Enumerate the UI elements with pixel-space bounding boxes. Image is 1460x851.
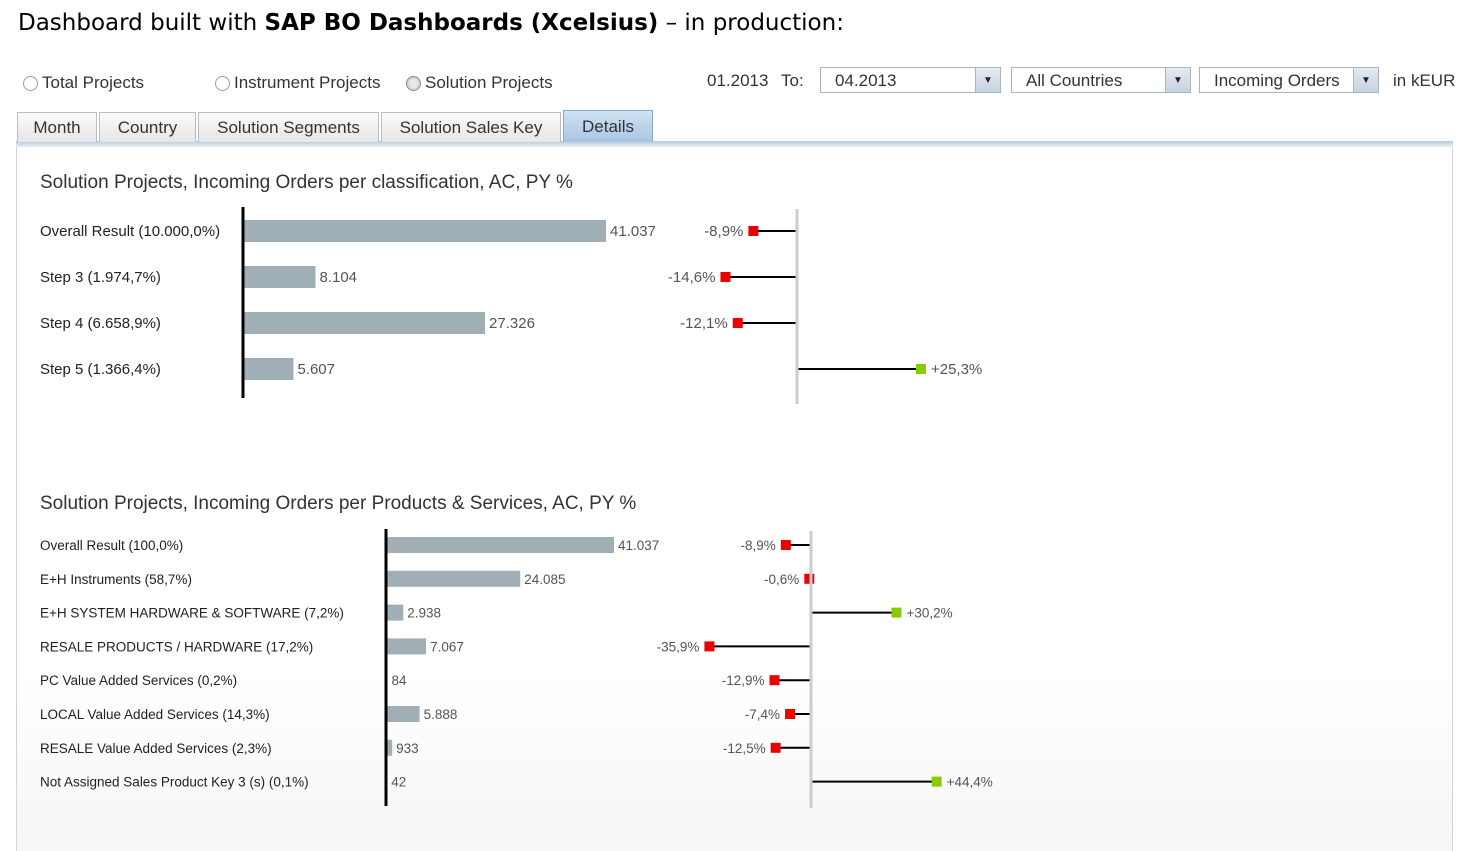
measure-select[interactable]: Incoming Orders ▼: [1199, 67, 1379, 93]
radio-circle: [215, 75, 230, 91]
radio-circle: [23, 75, 38, 91]
category-label: E+H Instruments (58,7%): [40, 572, 192, 587]
tab-country[interactable]: Country: [99, 112, 196, 142]
value-bar: [244, 220, 606, 242]
chevron-down-icon[interactable]: ▼: [1165, 68, 1190, 92]
py-deviation-marker: [891, 607, 902, 618]
category-label: Not Assigned Sales Product Key 3 (s) (0,…: [40, 775, 309, 790]
value-label: 27.326: [489, 315, 535, 332]
country-value: All Countries: [1026, 71, 1123, 90]
tab-solution-sales-key[interactable]: Solution Sales Key: [381, 112, 561, 142]
heading-prefix: Dashboard built with: [18, 10, 265, 36]
value-bar: [387, 706, 420, 722]
py-deviation-marker: [769, 675, 780, 686]
py-deviation-label: +25,3%: [931, 361, 982, 378]
value-bar: [387, 604, 404, 621]
radio-instrument-projects[interactable]: Instrument Projects: [215, 73, 380, 93]
to-date-value: 04.2013: [835, 71, 897, 90]
value-label: 84: [391, 673, 407, 688]
category-label: RESALE PRODUCTS / HARDWARE (17,2%): [40, 639, 313, 654]
value-label: 933: [396, 741, 419, 756]
category-label: RESALE Value Added Services (2,3%): [40, 741, 272, 756]
heading-suffix: – in production:: [658, 10, 844, 36]
value-bar: [387, 537, 614, 553]
radio-solution-projects[interactable]: Solution Projects: [406, 73, 553, 93]
py-deviation-label: -12,5%: [723, 741, 766, 756]
py-deviation-label: -35,9%: [657, 639, 700, 654]
value-label: 2.938: [407, 606, 441, 621]
py-deviation-label: -7,4%: [745, 707, 780, 722]
chart-2-title: Solution Projects, Incoming Orders per P…: [40, 493, 637, 514]
heading-bold: SAP BO Dashboards (Xcelsius): [264, 10, 659, 36]
value-bar: [387, 638, 427, 655]
py-deviation-label: -0,6%: [764, 572, 799, 587]
measure-value: Incoming Orders: [1214, 71, 1340, 90]
panel-top-border: [16, 141, 1453, 147]
from-date: 01.2013: [707, 71, 769, 90]
unit-label: in kEUR: [1393, 71, 1456, 90]
py-deviation-label: -12,1%: [680, 315, 728, 332]
value-bar: [387, 570, 521, 587]
radio-circle-selected: [406, 75, 421, 91]
page-heading: Dashboard built with SAP BO Dashboards (…: [18, 10, 844, 36]
value-bar: [387, 739, 393, 756]
category-label: Step 5 (1.366,4%): [40, 361, 161, 378]
py-deviation-label: -12,9%: [722, 673, 765, 688]
to-label: To:: [781, 71, 804, 90]
chevron-down-icon[interactable]: ▼: [975, 68, 1000, 92]
value-label: 41.037: [618, 538, 659, 553]
category-label: Step 4 (6.658,9%): [40, 315, 161, 332]
tab-bar: Month Country Solution Segments Solution…: [17, 110, 655, 142]
value-label: 5.888: [424, 707, 458, 722]
py-deviation-marker: [780, 540, 791, 550]
py-deviation-label: -14,6%: [668, 269, 716, 286]
category-label: E+H SYSTEM HARDWARE & SOFTWARE (7,2%): [40, 606, 344, 621]
value-bar: [244, 266, 316, 288]
py-deviation-marker: [770, 742, 781, 753]
py-deviation-marker: [720, 272, 731, 282]
value-label: 24.085: [524, 572, 565, 587]
to-date-select[interactable]: 04.2013 ▼: [820, 67, 1001, 93]
py-deviation-marker: [931, 776, 942, 787]
category-label: LOCAL Value Added Services (14,3%): [40, 707, 270, 722]
py-deviation-marker: [748, 226, 759, 236]
category-label: Overall Result (10.000,0%): [40, 223, 220, 240]
py-deviation-marker: [732, 318, 743, 328]
category-label: Overall Result (100,0%): [40, 538, 183, 553]
value-bar: [244, 312, 486, 334]
radio-label: Total Projects: [42, 73, 145, 92]
value-label: 41.037: [610, 223, 656, 240]
py-deviation-label: -8,9%: [741, 538, 776, 553]
py-deviation-marker: [704, 641, 715, 652]
radio-label: Instrument Projects: [234, 73, 381, 92]
py-deviation-marker: [915, 364, 926, 374]
py-deviation-label: +44,4%: [947, 775, 993, 790]
category-label: PC Value Added Services (0,2%): [40, 673, 237, 688]
country-select[interactable]: All Countries ▼: [1011, 67, 1191, 93]
chevron-down-icon[interactable]: ▼: [1353, 68, 1378, 92]
value-label: 8.104: [319, 269, 357, 286]
radio-label: Solution Projects: [425, 73, 553, 92]
category-label: Step 3 (1.974,7%): [40, 269, 161, 286]
tab-solution-segments[interactable]: Solution Segments: [198, 112, 379, 142]
tab-details[interactable]: Details: [563, 110, 653, 142]
tab-month[interactable]: Month: [17, 112, 97, 142]
py-deviation-marker: [804, 573, 815, 584]
value-label: 5.607: [297, 361, 335, 378]
value-label: 7.067: [430, 639, 464, 654]
radio-total-projects[interactable]: Total Projects: [23, 73, 144, 93]
chart-1-title: Solution Projects, Incoming Orders per c…: [40, 172, 573, 193]
py-deviation-label: +30,2%: [906, 606, 952, 621]
py-deviation-label: -8,9%: [704, 223, 743, 240]
value-bar: [244, 358, 294, 380]
details-panel: [16, 141, 1453, 851]
py-deviation-marker: [785, 709, 796, 719]
value-label: 42: [391, 775, 406, 790]
